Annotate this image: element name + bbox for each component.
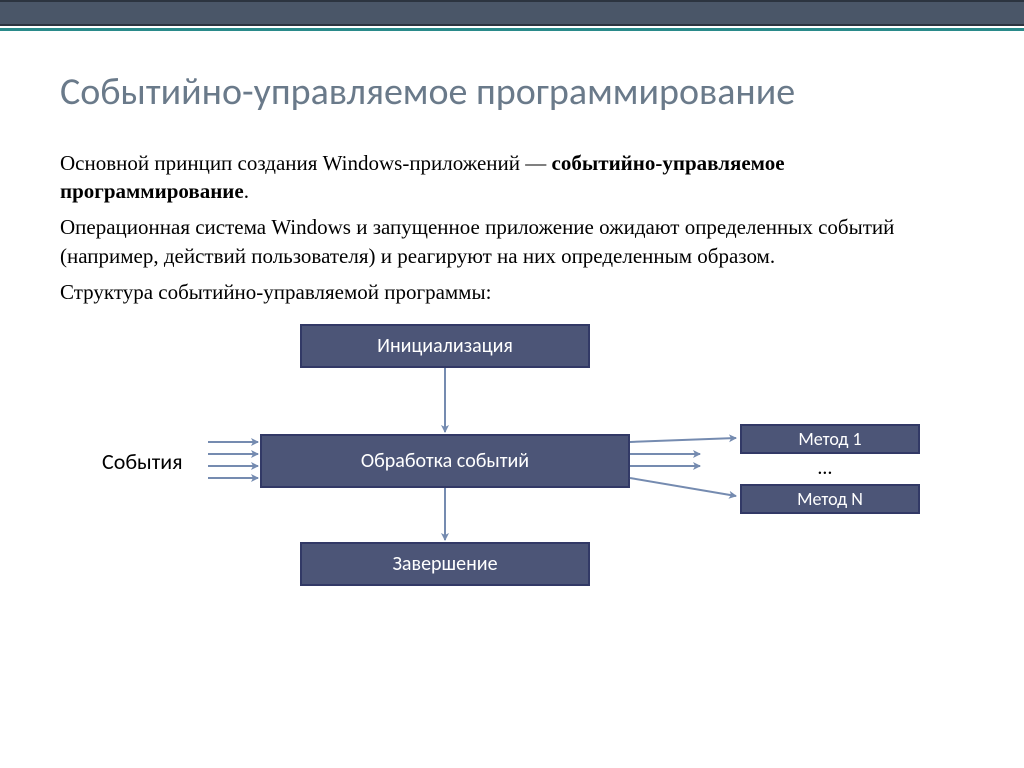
p1-prefix: Основной принцип создания Windows-прилож…	[60, 151, 552, 175]
paragraph-2: Операционная система Windows и запущенно…	[60, 213, 964, 270]
node-method-n: Метод N	[740, 484, 920, 514]
p1-suffix: .	[244, 179, 249, 203]
node-process: Обработка событий	[260, 434, 630, 488]
flowchart: Инициализация Обработка событий Завершен…	[60, 324, 960, 604]
arrow	[630, 478, 736, 496]
paragraph-1: Основной принцип создания Windows-прилож…	[60, 149, 964, 206]
node-end: Завершение	[300, 542, 590, 586]
slide-top-bar	[0, 0, 1024, 26]
slide-title: Событийно-управляемое программирование	[60, 71, 964, 115]
label-events: События	[102, 448, 183, 475]
node-method-1: Метод 1	[740, 424, 920, 454]
arrow	[630, 438, 736, 442]
paragraph-3: Структура событийно-управляемой программ…	[60, 278, 964, 306]
label-dots: …	[818, 456, 832, 480]
slide-content: Событийно-управляемое программирование О…	[0, 31, 1024, 624]
node-init: Инициализация	[300, 324, 590, 368]
